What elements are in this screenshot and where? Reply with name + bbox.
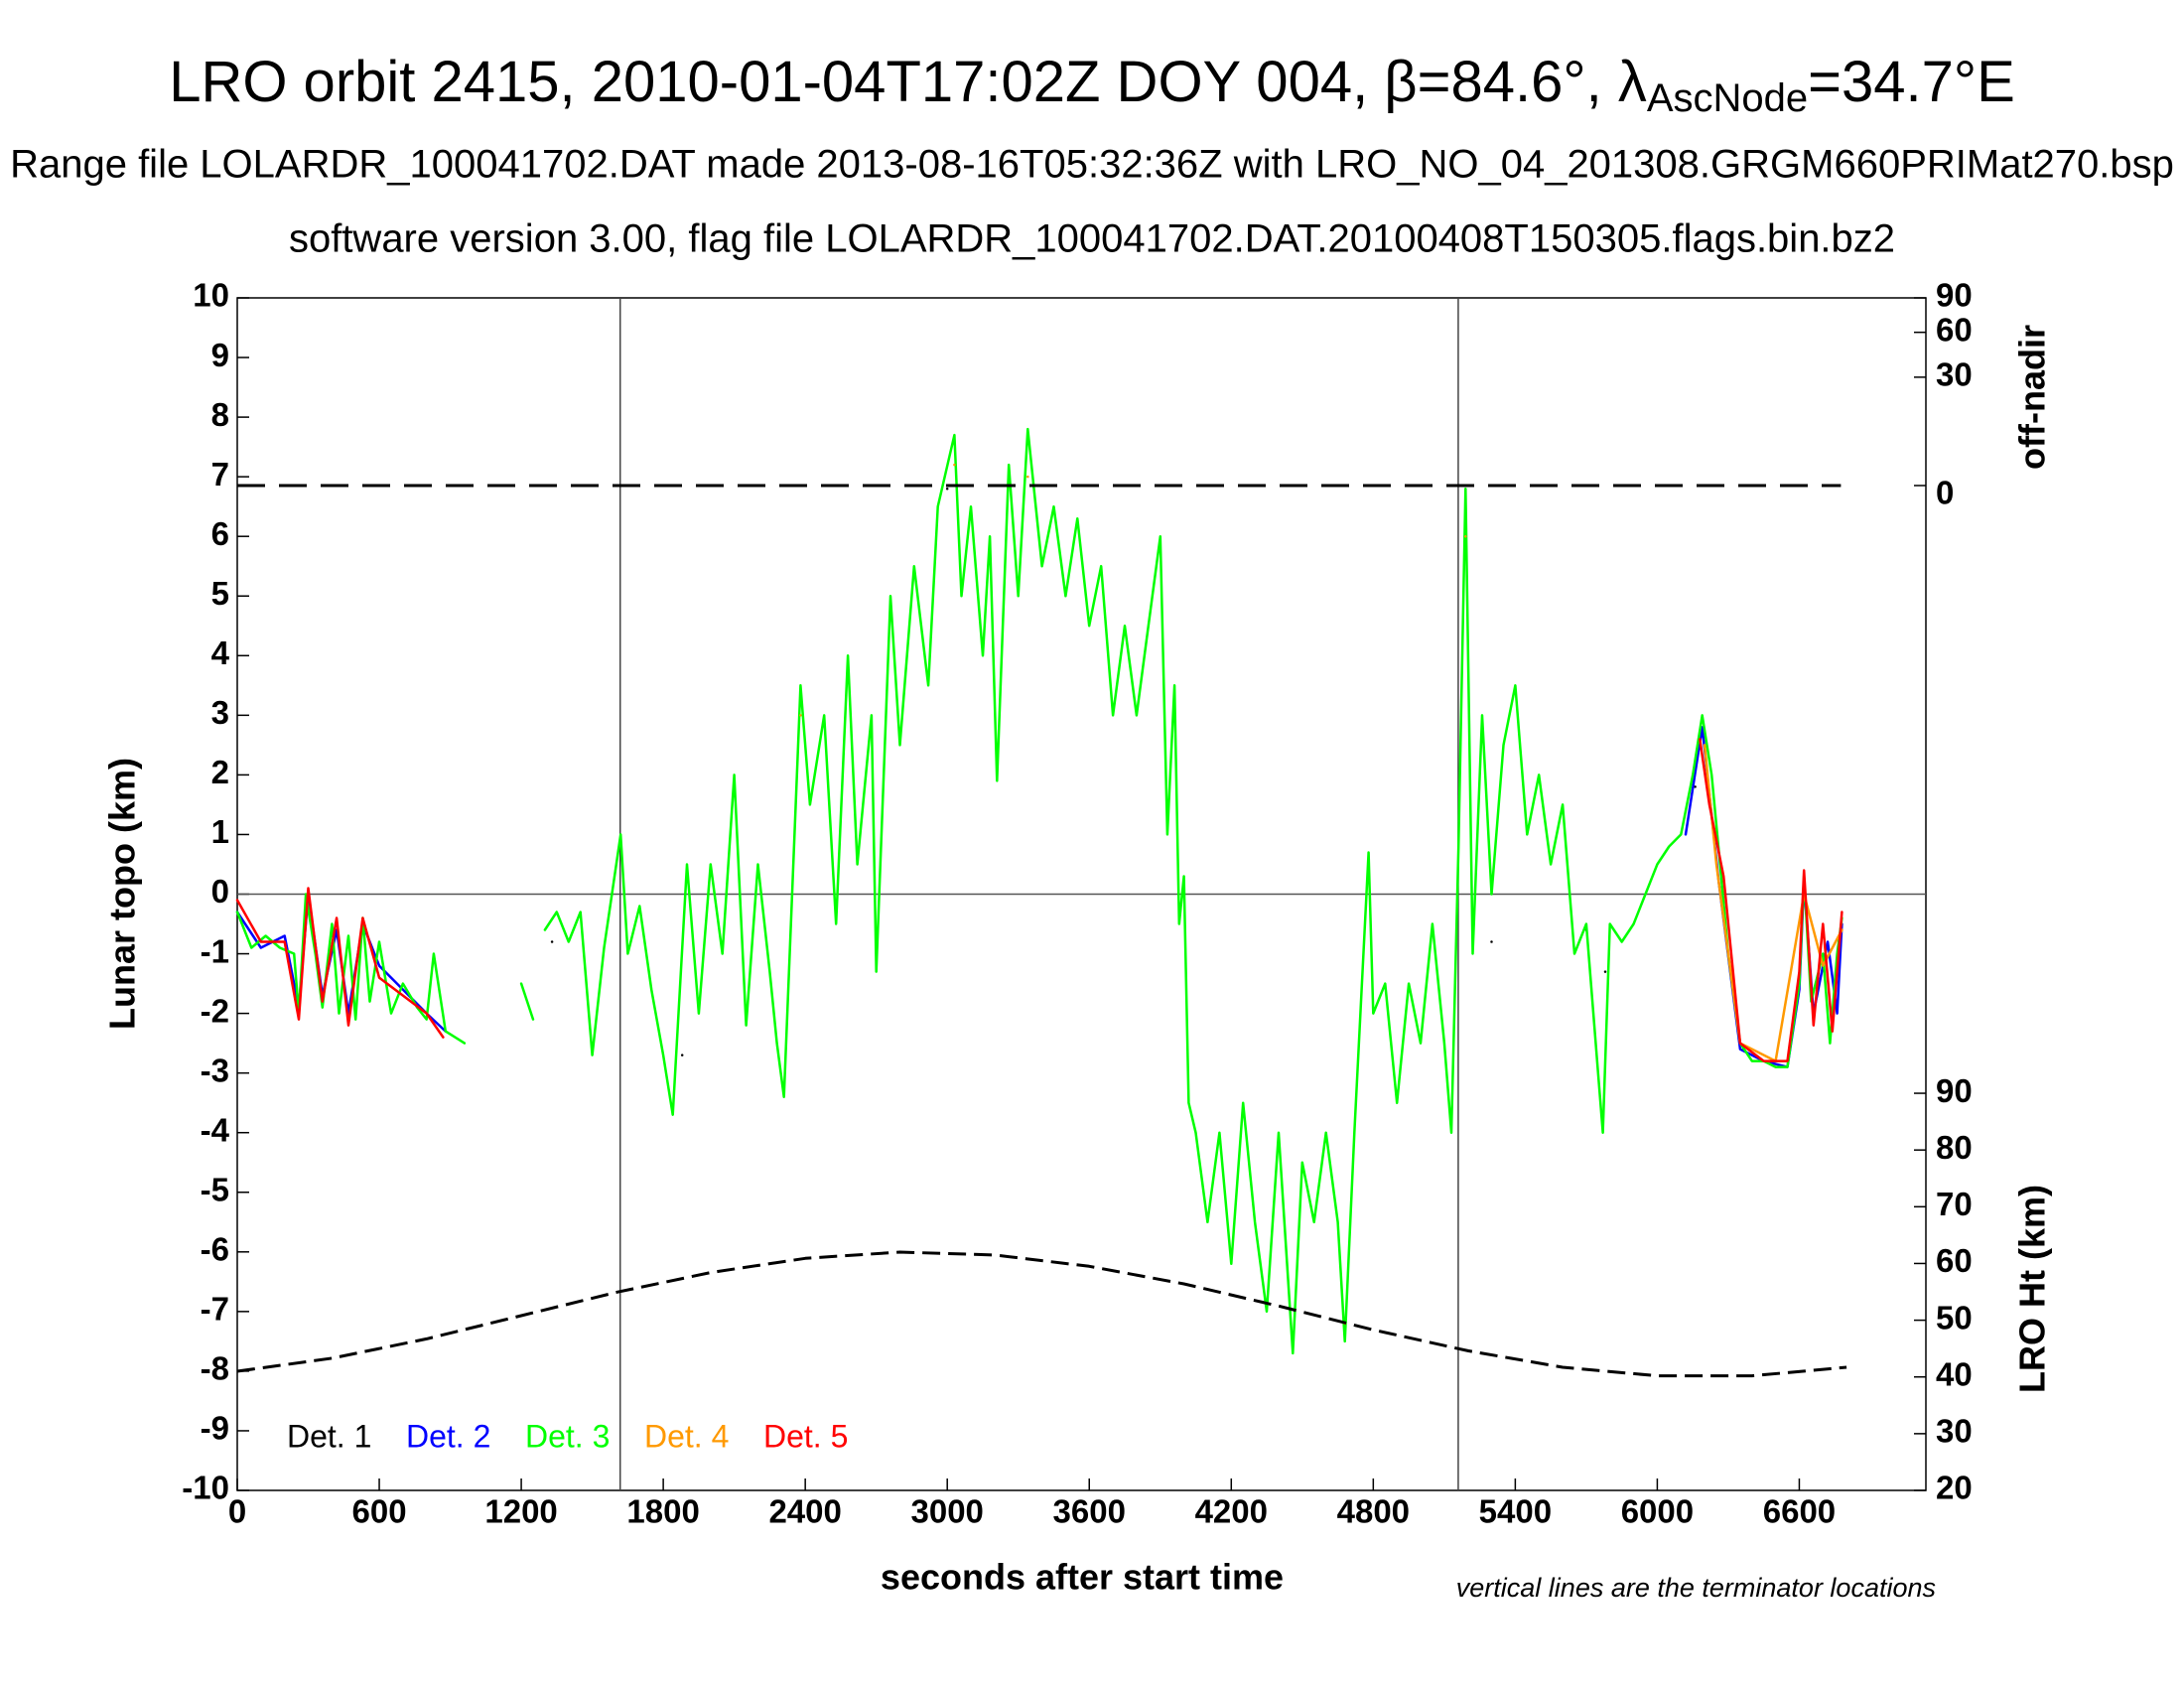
y3-tick-label: 60 [1936,311,1973,348]
y-tick-label: 2 [211,754,229,790]
y2-tick-label: 60 [1936,1242,1973,1279]
note: vertical lines are the terminator locati… [1456,1573,1936,1603]
y-tick-label: 3 [211,694,229,731]
legend-entry: Det. 2 [406,1418,490,1454]
title-subscript: AscNode [1647,76,1808,120]
y-tick-label: -8 [201,1350,229,1387]
y-tick-label: -9 [201,1410,229,1447]
x-tick-label: 6600 [1763,1493,1836,1530]
y-tick-label: 0 [211,873,229,910]
y-tick-label: -4 [201,1111,230,1148]
y-tick-label: 10 [193,277,229,314]
chart-title: LRO orbit 2415, 2010-01-04T17:02Z DOY 00… [169,50,2015,119]
title-main: LRO orbit 2415, 2010-01-04T17:02Z DOY 00… [169,50,1647,114]
y2-tick-label: 40 [1936,1355,1973,1392]
x-tick-label: 1200 [484,1493,557,1530]
x-tick-label: 4800 [1337,1493,1410,1530]
x-tick-label: 4200 [1195,1493,1268,1530]
y2-tick-label: 80 [1936,1129,1973,1166]
x-tick-label: 3600 [1053,1493,1126,1530]
title-tail: =34.7°E [1808,50,2015,114]
legend-entry: Det. 5 [763,1418,848,1454]
y-tick-label: 6 [211,515,229,552]
y2-tick-label: 30 [1936,1413,1973,1450]
y2-tick-label: 50 [1936,1299,1973,1336]
x-tick-label: 6000 [1621,1493,1694,1530]
detector-trace [550,487,1697,1056]
x-tick-label: 2400 [768,1493,841,1530]
y3-tick-label: 90 [1936,277,1973,314]
detector-trace [235,726,1843,1068]
y-tick-label: -5 [201,1171,229,1207]
y3-tick-label: 0 [1936,475,1954,511]
y-tick-label: -6 [201,1231,229,1268]
y-tick-label: -7 [201,1291,229,1328]
x-tick-label: 5400 [1479,1493,1552,1530]
legend-entry: Det. 1 [287,1418,371,1454]
x-axis-title: seconds after start time [881,1557,1284,1598]
x-tick-label: 3000 [910,1493,983,1530]
y2-tick-label: 90 [1936,1072,1973,1109]
y-tick-label: -10 [182,1470,229,1506]
y-tick-label: 8 [211,396,229,433]
y-tick-label: -3 [201,1052,229,1088]
y3-tick-label: 30 [1936,356,1973,393]
y-tick-label: 4 [211,634,230,671]
x-tick-label: 0 [228,1493,246,1530]
y-tick-label: 5 [211,575,229,612]
y2-axis-title: LRO Ht (km) [2012,1185,2053,1393]
y3-axis-title: off-nadir [2012,325,2053,470]
y-axis-title: Lunar topo (km) [102,758,143,1030]
subtitle: software version 3.00, flag file LOLARDR… [289,217,1895,261]
detector-trace [235,738,1843,1062]
y2-tick-label: 20 [1936,1470,1973,1506]
subtitle: Range file LOLARDR_100041702.DAT made 20… [10,143,2174,187]
y-tick-label: 9 [211,337,229,373]
y-tick-label: -2 [201,992,229,1029]
legend-entry: Det. 3 [525,1418,610,1454]
detector-trace [235,427,1843,1355]
legend-entry: Det. 4 [644,1418,729,1454]
y-tick-label: 1 [211,813,229,850]
x-tick-label: 1800 [626,1493,699,1530]
y2-tick-label: 70 [1936,1186,1973,1222]
lro-height-line [236,1250,1847,1378]
x-tick-label: 600 [352,1493,407,1530]
y-tick-label: -1 [201,932,229,969]
y-tick-label: 7 [211,456,229,492]
